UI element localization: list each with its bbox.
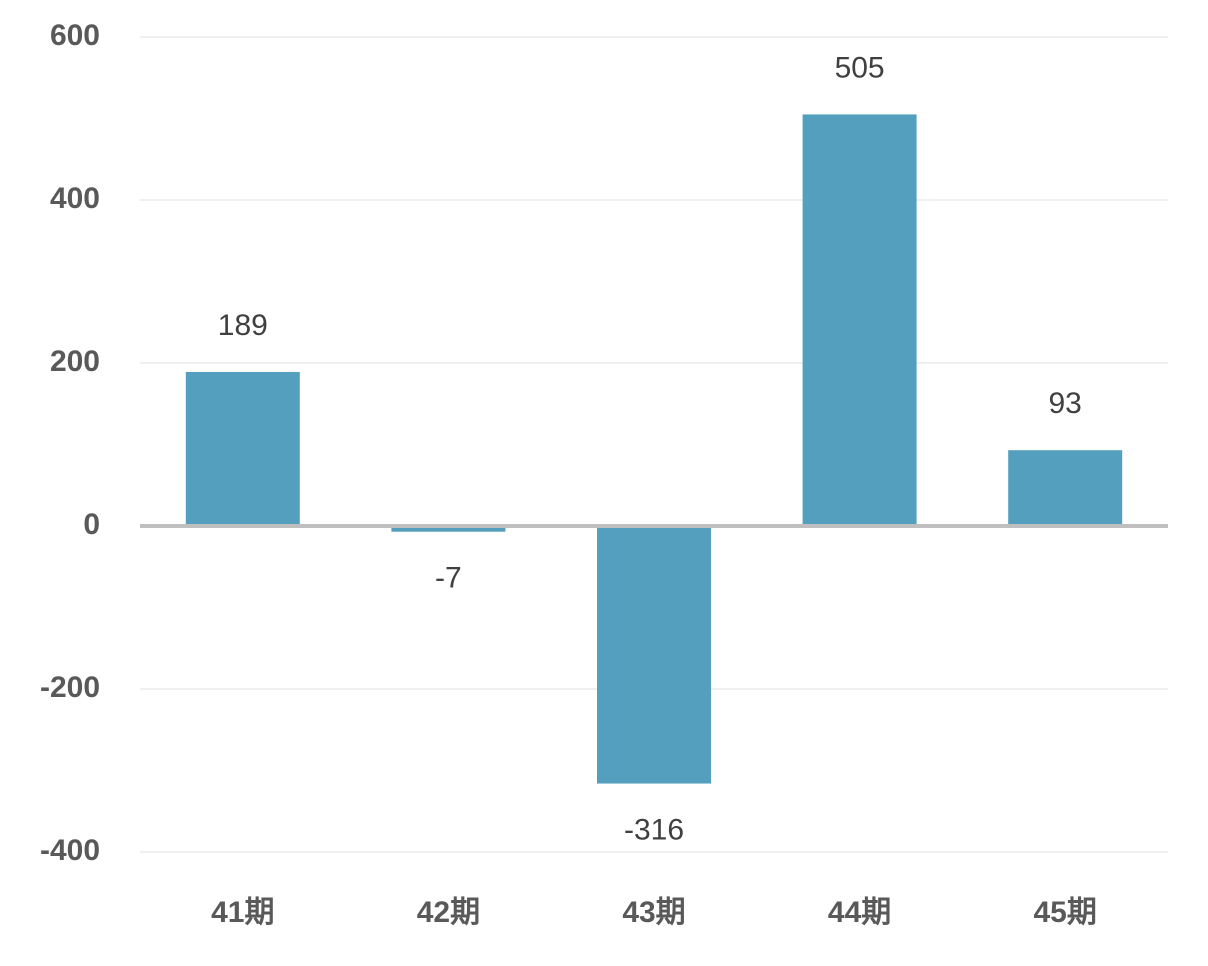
y-tick-label: 0 [83,508,100,541]
x-tick-label: 43期 [622,896,685,929]
y-tick-label: 600 [50,19,100,52]
x-tick-label: 41期 [211,896,274,929]
y-tick-label: -200 [40,671,100,704]
y-tick-label: 400 [50,182,100,215]
bar [185,371,300,526]
x-tick-label: 45期 [1034,896,1097,929]
value-label: -7 [435,562,462,595]
value-label: 189 [218,309,268,342]
bar [1008,450,1123,526]
value-label: 93 [1049,387,1082,420]
value-label: 505 [835,51,885,84]
bar [597,526,711,784]
y-tick-label: -400 [40,834,100,867]
y-tick-label: 200 [50,345,100,378]
bar [802,114,917,527]
x-tick-label: 42期 [417,896,480,929]
x-tick-label: 44期 [828,896,891,929]
value-label: -316 [624,813,684,846]
bar [391,526,506,532]
